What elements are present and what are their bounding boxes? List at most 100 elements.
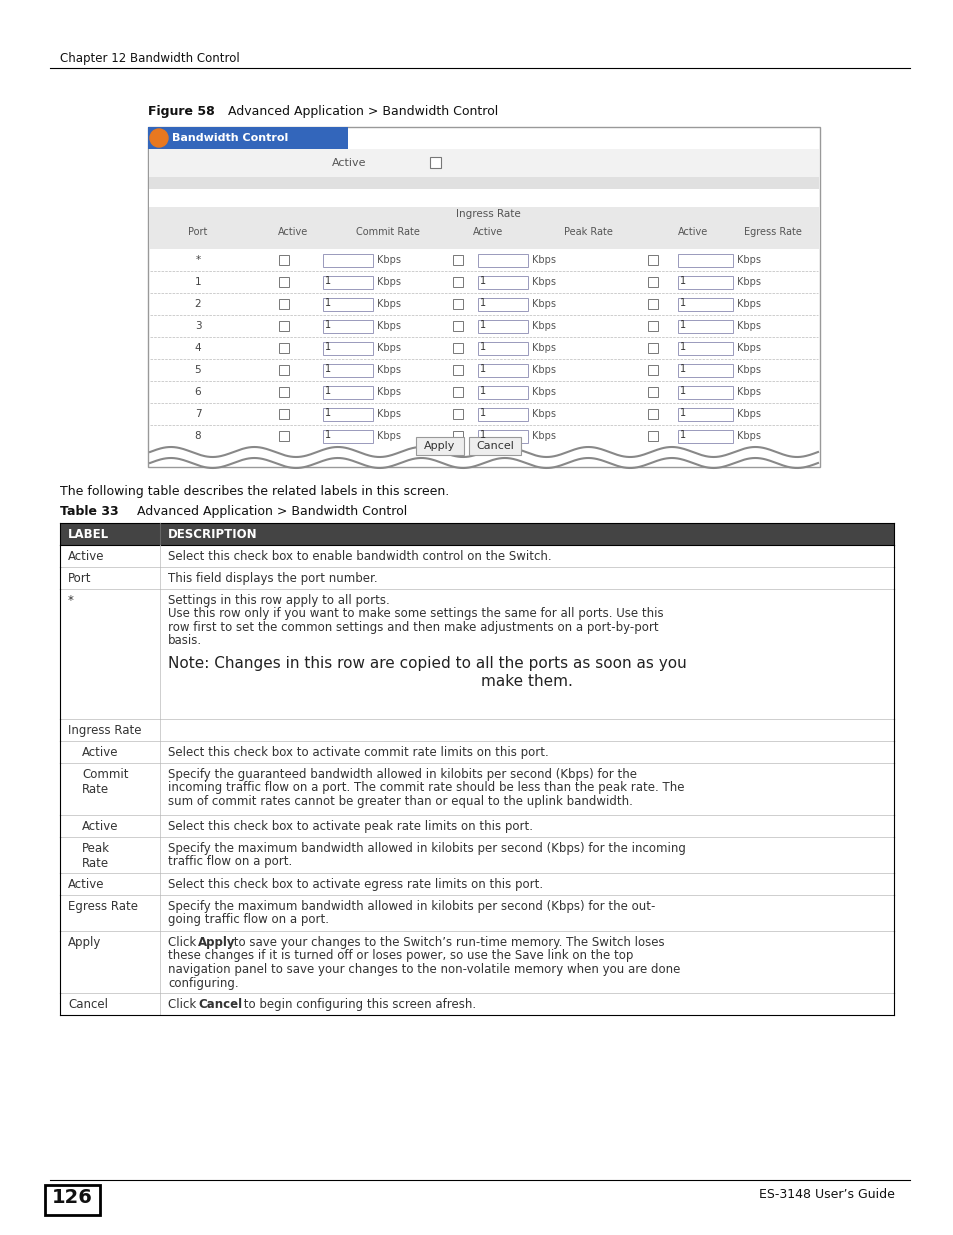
Bar <box>678 408 732 420</box>
Text: Kbps: Kbps <box>532 409 556 419</box>
Text: 1: 1 <box>479 299 486 309</box>
Text: 1: 1 <box>325 277 331 287</box>
Text: row first to set the common settings and then make adjustments on a port-by-port: row first to set the common settings and… <box>168 621 658 634</box>
Text: Kbps: Kbps <box>737 366 760 375</box>
Text: Settings in this row apply to all ports.: Settings in this row apply to all ports. <box>168 594 390 606</box>
Bar <box>647 277 658 287</box>
Text: Cancel: Cancel <box>476 441 514 451</box>
Bar <box>678 298 732 310</box>
Text: Active: Active <box>68 878 105 890</box>
Text: 1: 1 <box>479 409 486 419</box>
Bar <box>149 207 818 249</box>
Bar <box>278 277 289 287</box>
Bar <box>647 254 658 266</box>
Text: 1: 1 <box>679 321 685 331</box>
Text: Commit
Rate: Commit Rate <box>82 768 129 797</box>
Bar <box>647 321 658 331</box>
Bar <box>477 253 527 267</box>
Bar <box>323 342 373 354</box>
Text: Kbps: Kbps <box>532 254 556 266</box>
Text: Ingress Rate: Ingress Rate <box>68 724 141 737</box>
Bar <box>453 366 462 375</box>
Text: Egress Rate: Egress Rate <box>743 227 801 237</box>
Bar <box>60 895 893 931</box>
Bar <box>477 342 527 354</box>
Bar <box>60 545 893 567</box>
Text: Kbps: Kbps <box>376 254 400 266</box>
Bar <box>477 320 527 332</box>
Bar <box>60 763 893 815</box>
Bar <box>477 385 527 399</box>
Text: Active: Active <box>678 227 707 237</box>
Text: to save your changes to the Switch’s run-time memory. The Switch loses: to save your changes to the Switch’s run… <box>230 936 664 948</box>
Bar <box>453 254 462 266</box>
Text: Peak
Rate: Peak Rate <box>82 842 110 869</box>
Bar <box>60 567 893 589</box>
Text: Kbps: Kbps <box>532 366 556 375</box>
Text: Chapter 12 Bandwidth Control: Chapter 12 Bandwidth Control <box>60 52 239 65</box>
Bar <box>453 299 462 309</box>
Bar <box>60 815 893 837</box>
Text: 1: 1 <box>479 342 486 352</box>
Text: ES-3148 User’s Guide: ES-3148 User’s Guide <box>759 1188 894 1200</box>
Text: Kbps: Kbps <box>737 431 760 441</box>
Bar <box>278 343 289 353</box>
Bar <box>678 253 732 267</box>
Bar <box>469 437 520 454</box>
Text: Kbps: Kbps <box>376 299 400 309</box>
Bar <box>278 431 289 441</box>
Bar <box>647 366 658 375</box>
Text: Peak Rate: Peak Rate <box>563 227 612 237</box>
Bar <box>453 409 462 419</box>
Text: Active: Active <box>473 227 502 237</box>
Text: 126: 126 <box>51 1188 92 1207</box>
Text: Kbps: Kbps <box>376 321 400 331</box>
Text: Kbps: Kbps <box>376 343 400 353</box>
Bar <box>323 275 373 289</box>
Text: Active: Active <box>82 820 118 832</box>
Text: Kbps: Kbps <box>376 387 400 396</box>
Text: 1: 1 <box>679 342 685 352</box>
Text: Kbps: Kbps <box>737 277 760 287</box>
Text: Kbps: Kbps <box>376 277 400 287</box>
Bar <box>678 430 732 442</box>
Text: Apply: Apply <box>424 441 456 451</box>
Text: 1: 1 <box>325 321 331 331</box>
Bar <box>678 385 732 399</box>
Bar <box>430 157 441 168</box>
Bar <box>278 299 289 309</box>
Text: 1: 1 <box>325 387 331 396</box>
Bar <box>453 387 462 396</box>
Text: Specify the maximum bandwidth allowed in kilobits per second (Kbps) for the out-: Specify the maximum bandwidth allowed in… <box>168 900 655 913</box>
Bar <box>60 522 893 545</box>
Text: Bandwidth Control: Bandwidth Control <box>172 133 288 143</box>
Bar <box>45 1186 100 1215</box>
Text: Apply: Apply <box>198 936 235 948</box>
Bar <box>416 437 463 454</box>
Bar <box>60 873 893 895</box>
Text: navigation panel to save your changes to the non-volatile memory when you are do: navigation panel to save your changes to… <box>168 963 679 976</box>
Text: LABEL: LABEL <box>68 529 109 541</box>
Text: Apply: Apply <box>68 936 101 948</box>
Text: Select this check box to enable bandwidth control on the Switch.: Select this check box to enable bandwidt… <box>168 550 551 563</box>
Text: Use this row only if you want to make some settings the same for all ports. Use : Use this row only if you want to make so… <box>168 608 663 620</box>
Text: 1: 1 <box>325 299 331 309</box>
Circle shape <box>150 128 168 147</box>
Text: Kbps: Kbps <box>532 299 556 309</box>
Bar <box>323 408 373 420</box>
Text: 1: 1 <box>479 431 486 441</box>
Text: to begin configuring this screen afresh.: to begin configuring this screen afresh. <box>240 998 476 1011</box>
Text: Advanced Application > Bandwidth Control: Advanced Application > Bandwidth Control <box>125 505 407 517</box>
Text: Kbps: Kbps <box>376 431 400 441</box>
Text: Kbps: Kbps <box>376 366 400 375</box>
Bar <box>647 343 658 353</box>
Text: 1: 1 <box>325 409 331 419</box>
Text: Kbps: Kbps <box>532 387 556 396</box>
Bar <box>323 363 373 377</box>
Text: these changes if it is turned off or loses power, so use the Save link on the to: these changes if it is turned off or los… <box>168 950 633 962</box>
Text: 1: 1 <box>325 342 331 352</box>
Bar <box>148 127 348 149</box>
Bar <box>278 321 289 331</box>
Text: Port: Port <box>68 572 91 585</box>
Text: Active: Active <box>68 550 105 563</box>
